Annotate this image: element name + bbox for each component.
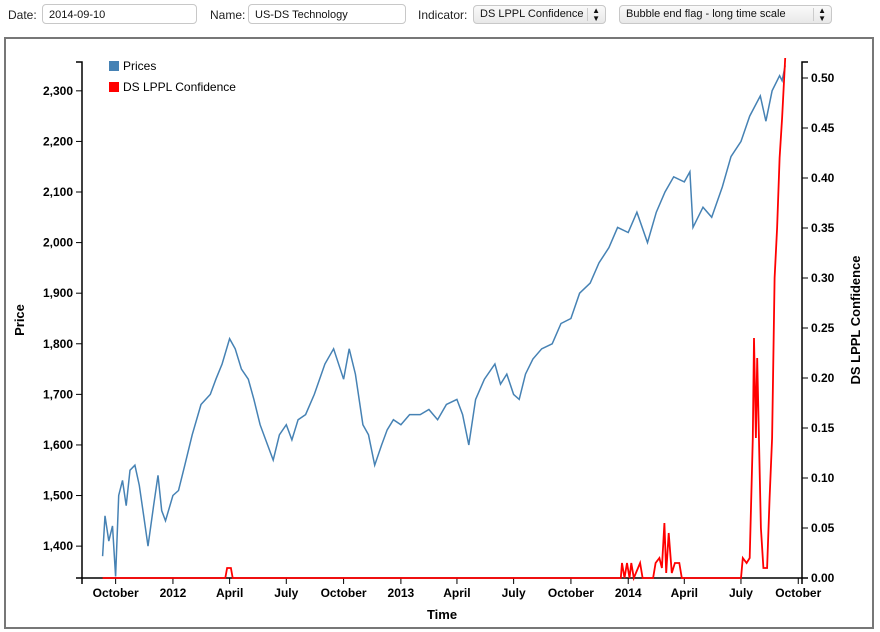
flag-select-value: Bubble end flag - long time scale [626,8,786,20]
updown-arrow-icon: ▲ ▼ [818,6,826,23]
chart-svg: 1,400 1,500 1,600 1,700 1,800 1,900 2,000 2,100… [12,57,863,622]
x-tick-label: October [775,586,821,600]
y2-tick-label: 0.30 [811,271,835,285]
y2-tick-label: 0.35 [811,221,835,235]
y2-axis-line [801,61,808,579]
y-tick-label: 1,900 [43,286,73,300]
y-tick-label: 2,200 [43,134,73,148]
y2-tick-label: 0.25 [811,321,835,335]
date-input[interactable]: 2014-09-10 [42,4,197,24]
date-label: Date: [8,8,37,22]
x-tick-label: 2013 [388,586,415,600]
x-tick-label: July [729,586,753,600]
y2-tick-label: 0.45 [811,121,835,135]
y-tick-label: 1,600 [43,438,73,452]
x-tick-label: October [548,586,594,600]
x-tick-label: April [216,586,243,600]
y2-tick-label: 0.50 [811,71,835,85]
y2-tick-label: 0.20 [811,371,835,385]
legend-label-confidence: DS LPPL Confidence [123,80,236,94]
y2-axis-title: DS LPPL Confidence [848,255,863,384]
y-tick-label: 1,500 [43,489,73,503]
y2-tick-label: 0.10 [811,471,835,485]
y-axis-line [76,61,83,579]
x-tick-label: July [502,586,526,600]
y2-tick-label: 0.15 [811,421,835,435]
updown-arrow-icon: ▲ ▼ [592,6,600,23]
confidence-line [102,57,787,582]
name-input[interactable]: US-DS Technology [248,4,406,24]
x-tick-label: April [671,586,698,600]
y-tick-label: 2,100 [43,185,73,199]
legend: Prices DS LPPL Confidence [109,59,236,94]
chart-container: 1,400 1,500 1,600 1,700 1,800 1,900 2,000 2,100… [4,37,874,629]
y-tick-label: 1,700 [43,387,73,401]
y-tick-label: 2,300 [43,84,73,98]
y2-tick-label: 0.00 [811,571,835,585]
x-tick-label: April [443,586,470,600]
name-label: Name: [210,8,246,22]
y-tick-label: 2,000 [43,236,73,250]
prices-line [101,65,786,577]
x-tick-label: October [321,586,367,600]
x-tick-label: July [274,586,298,600]
y-tick-label: 1,400 [43,539,73,553]
legend-swatch-confidence [109,82,119,92]
y-axis-title: Price [12,304,27,336]
legend-label-prices: Prices [123,59,156,73]
legend-swatch-prices [109,61,119,71]
flag-select[interactable]: Bubble end flag - long time scale ▲ ▼ [619,5,832,24]
x-tick-label: 2014 [615,586,642,600]
x-axis-title: Time [427,607,457,622]
x-tick-label: 2012 [160,586,187,600]
indicator-select[interactable]: DS LPPL Confidence ▲ ▼ [473,5,606,24]
y2-tick-label: 0.05 [811,521,835,535]
indicator-select-value: DS LPPL Confidence [480,8,584,20]
x-tick-label: October [93,586,139,600]
indicator-label: Indicator: [418,8,468,22]
y-tick-label: 1,800 [43,337,73,351]
y2-tick-label: 0.40 [811,171,835,185]
